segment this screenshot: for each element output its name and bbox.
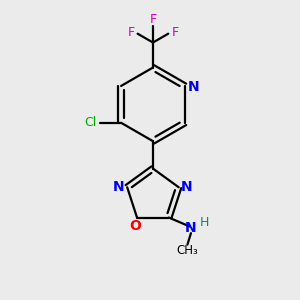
- Text: F: F: [149, 13, 157, 26]
- Text: N: N: [185, 221, 197, 235]
- Text: F: F: [172, 26, 178, 39]
- Text: O: O: [130, 219, 142, 233]
- Text: N: N: [187, 80, 199, 94]
- Text: N: N: [181, 180, 193, 194]
- Text: F: F: [127, 26, 134, 39]
- Text: N: N: [113, 180, 125, 194]
- Text: Cl: Cl: [84, 116, 96, 129]
- Text: CH₃: CH₃: [176, 244, 198, 257]
- Text: H: H: [200, 216, 209, 229]
